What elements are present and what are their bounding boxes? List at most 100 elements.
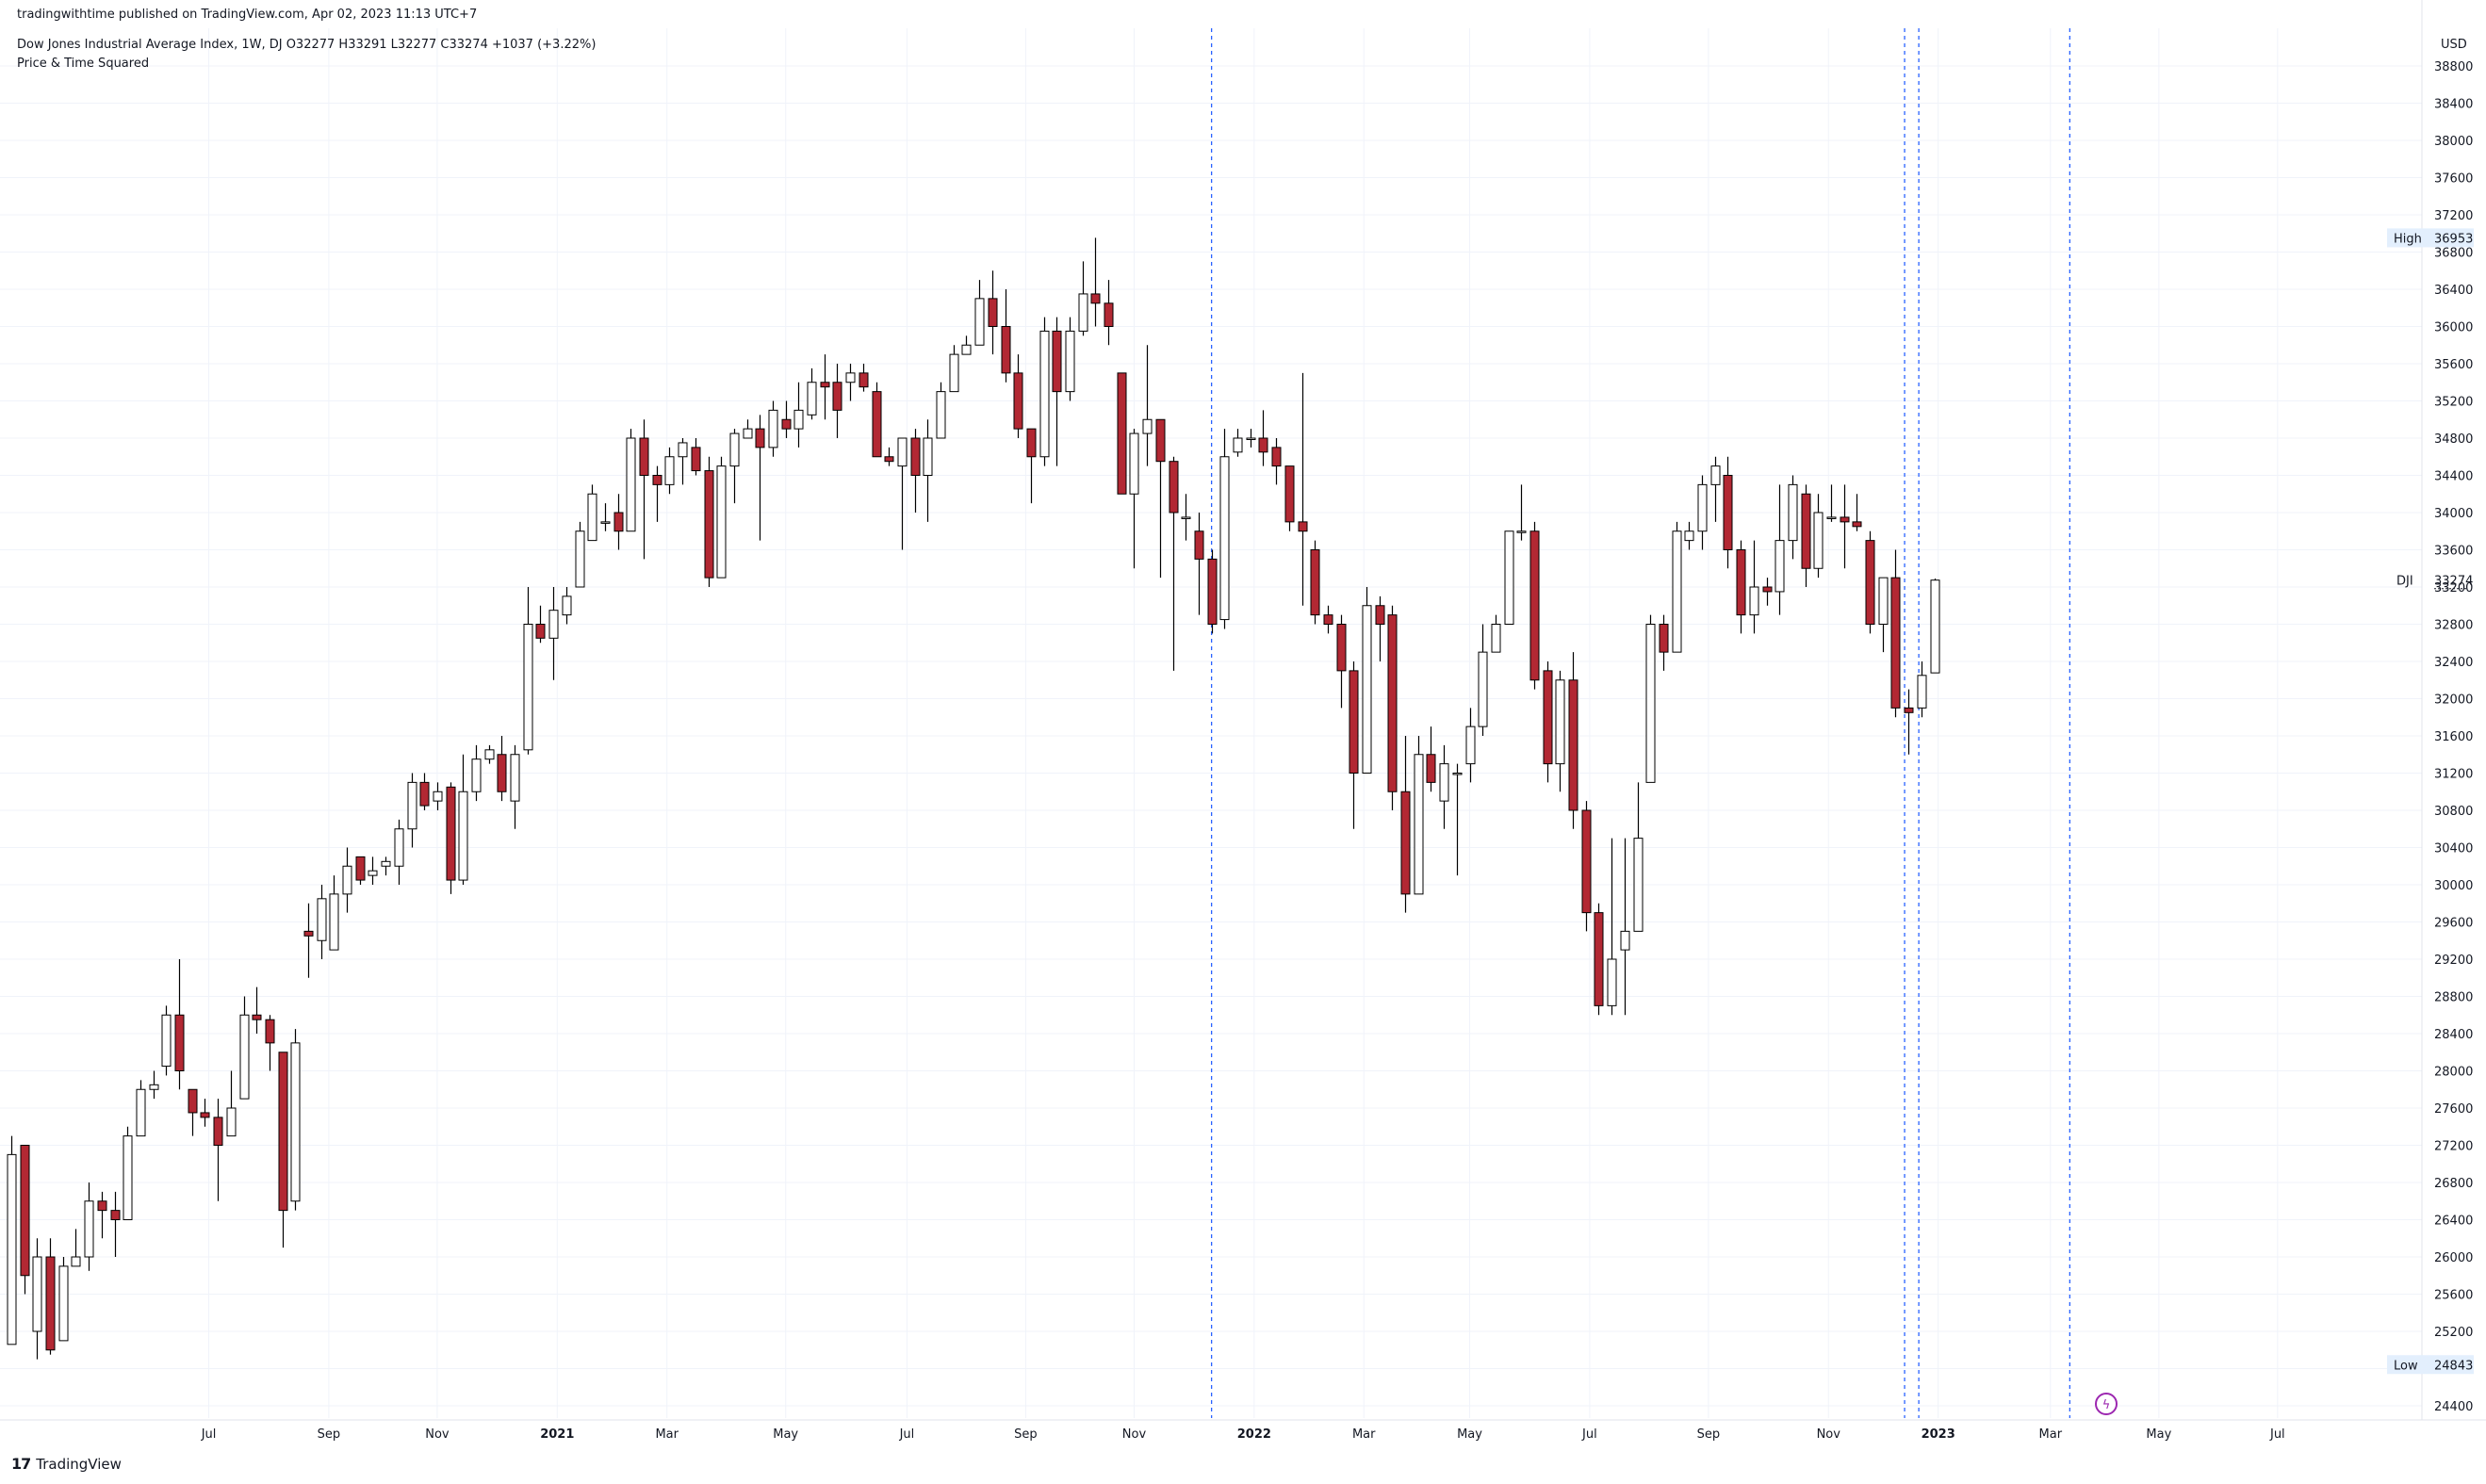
candle: [265, 1015, 275, 1071]
price-tick-label: 24400: [2434, 1400, 2473, 1414]
candle-body-down: [213, 1117, 223, 1146]
candle: [1129, 429, 1139, 569]
candle-body-down: [252, 1014, 262, 1020]
alert-icon[interactable]: ϟ: [2095, 1393, 2118, 1415]
candle-body-down: [1298, 521, 1308, 532]
candle-body-up: [290, 1042, 301, 1202]
candle: [548, 587, 559, 680]
time-tick-label: Nov: [1122, 1427, 1147, 1442]
candle-body-up: [600, 521, 611, 524]
high-label-text: High: [2394, 232, 2422, 246]
candle: [368, 856, 378, 885]
candle: [1813, 494, 1824, 579]
candle: [1607, 838, 1617, 1016]
candle: [755, 415, 765, 541]
symbol-legend[interactable]: Dow Jones Industrial Average Index, 1W, …: [17, 38, 597, 52]
candle: [200, 1099, 210, 1127]
time-tick-label: Mar: [2039, 1427, 2063, 1442]
price-tick-label: 32400: [2434, 656, 2473, 670]
candle-body-down: [497, 754, 507, 792]
candle: [1852, 494, 1862, 531]
candle-body-up: [664, 456, 675, 485]
tradingview-branding[interactable]: 17 TradingView: [11, 1455, 122, 1473]
candle: [691, 438, 701, 476]
candle-body-down: [1013, 372, 1023, 430]
candle: [1362, 587, 1372, 774]
price-tick-label: 30800: [2434, 805, 2473, 819]
indicator-legend[interactable]: Price & Time Squared: [17, 57, 150, 71]
candle-body-up: [1645, 624, 1656, 783]
candle-body-up: [1491, 624, 1501, 653]
candle: [949, 345, 959, 393]
candle-body-down: [355, 856, 366, 881]
candle: [188, 1088, 198, 1136]
candle: [1052, 317, 1062, 466]
time-tick-label: Jul: [1581, 1427, 1597, 1442]
time-tick-label: Mar: [1352, 1427, 1376, 1442]
candle-body-up: [136, 1088, 146, 1137]
candle-body-up: [342, 865, 352, 895]
price-tick-label: 32000: [2434, 693, 2473, 708]
candle: [1039, 317, 1050, 466]
candle: [433, 782, 443, 810]
candle: [1013, 354, 1023, 438]
candle-body-up: [1465, 726, 1476, 765]
time-tick-label: 2022: [1237, 1427, 1271, 1442]
candle-body-down: [884, 456, 894, 463]
candle: [419, 773, 430, 810]
candle: [793, 382, 804, 448]
candle-body-up: [1362, 605, 1372, 774]
candle-body-up: [949, 353, 959, 393]
candle: [872, 382, 882, 458]
candle: [820, 354, 830, 420]
price-tick-label: 34000: [2434, 507, 2473, 521]
candle: [1169, 456, 1179, 671]
candle-body-up: [381, 860, 391, 867]
candle-body-down: [1117, 372, 1127, 495]
candle-body-up: [897, 437, 908, 467]
candle: [239, 996, 250, 1100]
low-label-bg: [2387, 1355, 2474, 1375]
candle: [1749, 540, 1759, 634]
price-tick-label: 30400: [2434, 842, 2473, 856]
last-price-label: DJI 33274: [2396, 575, 2473, 590]
candle-body-down: [1426, 754, 1436, 783]
candle: [1284, 465, 1295, 531]
price-tick-label: 36000: [2434, 321, 2473, 335]
candle-body-down: [781, 418, 792, 430]
candle-body-up: [1439, 763, 1449, 802]
candle: [1568, 652, 1578, 829]
candle-body-up: [1710, 465, 1721, 485]
candle: [1181, 494, 1191, 541]
candle-body-up: [471, 758, 482, 792]
last-price-symbol: DJI: [2396, 575, 2413, 589]
candle-body-down: [1271, 447, 1282, 467]
candle: [1323, 605, 1333, 634]
candle: [1723, 456, 1733, 569]
candle-body-down: [1104, 302, 1114, 327]
candle-body-up: [1684, 530, 1694, 542]
time-axis[interactable]: Jul Sep Nov 2021 Mar May Jul Sep Nov 2022 Mar May Ju…: [201, 1427, 2285, 1442]
candle-body-up: [1917, 675, 1927, 709]
candle: [317, 885, 327, 959]
candle-body-up: [793, 409, 804, 430]
candle-body-up: [523, 624, 533, 751]
candle-body-up: [1813, 512, 1824, 569]
price-tick-label: 37200: [2434, 209, 2473, 223]
candle-body-up: [1672, 530, 1682, 653]
candle: [329, 875, 339, 951]
candle-body-up: [1039, 330, 1050, 458]
candle-body-up: [716, 465, 727, 579]
candle: [1504, 530, 1514, 625]
candle-body-down: [1284, 465, 1295, 523]
candle: [1375, 595, 1385, 661]
price-tick-label: 34800: [2434, 432, 2473, 447]
candle: [252, 987, 262, 1034]
candle-body-down: [988, 298, 998, 327]
candle: [1439, 744, 1449, 829]
candle: [20, 1145, 30, 1295]
candle: [1258, 410, 1268, 466]
low-label: Low 24843: [2387, 1355, 2474, 1375]
candle: [575, 521, 585, 588]
